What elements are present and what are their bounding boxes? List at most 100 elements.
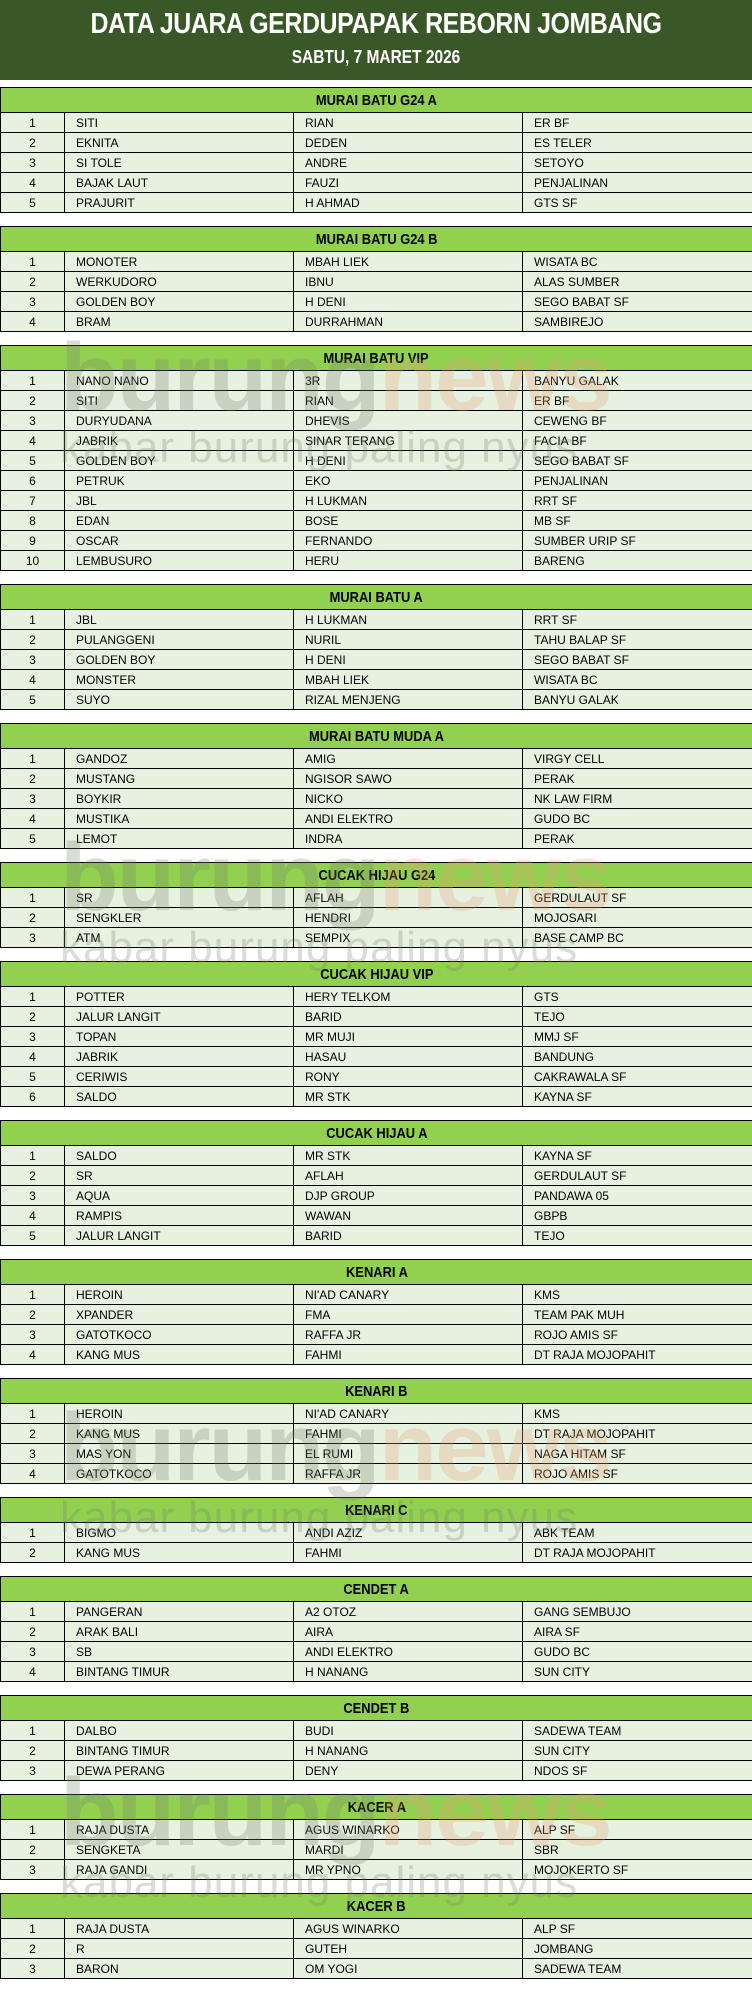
rank-cell: 3	[1, 1761, 65, 1781]
team-cell: WISATA BC	[523, 670, 752, 690]
bird-name-cell: GATOTKOCO	[65, 1464, 294, 1484]
section-title: CENDET B	[1, 1696, 752, 1721]
owner-cell: DENY	[294, 1761, 523, 1781]
owner-cell: SINAR TERANG	[294, 431, 523, 451]
bird-name-cell: MONOTER	[65, 252, 294, 272]
section-title: CENDET A	[1, 1577, 752, 1602]
team-cell: WISATA BC	[523, 252, 752, 272]
team-cell: ROJO AMIS SF	[523, 1464, 752, 1484]
rank-cell: 3	[1, 928, 65, 948]
section-title: KACER B	[1, 1894, 752, 1919]
bird-name-cell: ATM	[65, 928, 294, 948]
team-cell: SBR	[523, 1840, 752, 1860]
owner-cell: NICKO	[294, 789, 523, 809]
team-cell: SUN CITY	[523, 1662, 752, 1682]
team-cell: SADEWA TEAM	[523, 1959, 752, 1979]
owner-cell: AFLAH	[294, 1166, 523, 1186]
team-cell: ALP SF	[523, 1820, 752, 1840]
rank-cell: 1	[1, 113, 65, 133]
team-cell: GANG SEMBUJO	[523, 1602, 752, 1622]
bird-name-cell: BRAM	[65, 312, 294, 332]
bird-name-cell: BIGMO	[65, 1523, 294, 1543]
team-cell: GUDO BC	[523, 809, 752, 829]
team-cell: DT RAJA MOJOPAHIT	[523, 1424, 752, 1444]
owner-cell: MARDI	[294, 1840, 523, 1860]
owner-cell: A2 OTOZ	[294, 1602, 523, 1622]
team-cell: KAYNA SF	[523, 1146, 752, 1166]
rank-cell: 2	[1, 1007, 65, 1027]
section-title-text: MURAI BATU G24 A	[316, 92, 437, 109]
bird-name-cell: MUSTANG	[65, 769, 294, 789]
bird-name-cell: RAJA GANDI	[65, 1860, 294, 1880]
rank-cell: 2	[1, 1622, 65, 1642]
bird-name-cell: GOLDEN BOY	[65, 292, 294, 312]
bird-name-cell: NANO NANO	[65, 371, 294, 391]
section-title-text: KENARI C	[345, 1502, 407, 1519]
rank-cell: 3	[1, 1027, 65, 1047]
owner-cell: FAHMI	[294, 1345, 523, 1365]
rank-cell: 2	[1, 133, 65, 153]
rank-cell: 1	[1, 749, 65, 769]
owner-cell: AIRA	[294, 1622, 523, 1642]
bird-name-cell: OSCAR	[65, 531, 294, 551]
bird-name-cell: BARON	[65, 1959, 294, 1979]
section-title-text: MURAI BATU VIP	[324, 350, 429, 367]
rank-cell: 9	[1, 531, 65, 551]
section-title: KACER A	[1, 1795, 752, 1820]
section-title: CUCAK HIJAU A	[1, 1121, 752, 1146]
section-title: MURAI BATU MUDA A	[1, 724, 752, 749]
bird-name-cell: KANG MUS	[65, 1424, 294, 1444]
owner-cell: H NANANG	[294, 1662, 523, 1682]
team-cell: SADEWA TEAM	[523, 1721, 752, 1741]
owner-cell: OM YOGI	[294, 1959, 523, 1979]
owner-cell: FAHMI	[294, 1543, 523, 1563]
rank-cell: 1	[1, 1404, 65, 1424]
bird-name-cell: SR	[65, 1166, 294, 1186]
bird-name-cell: R	[65, 1939, 294, 1959]
bird-name-cell: RAJA DUSTA	[65, 1919, 294, 1939]
rank-cell: 5	[1, 193, 65, 213]
team-cell: ES TELER	[523, 133, 752, 153]
bird-name-cell: JABRIK	[65, 431, 294, 451]
owner-cell: 3R	[294, 371, 523, 391]
rank-cell: 2	[1, 1840, 65, 1860]
bird-name-cell: SENGKLER	[65, 908, 294, 928]
rank-cell: 2	[1, 1741, 65, 1761]
team-cell: RRT SF	[523, 610, 752, 630]
team-cell: MOJOKERTO SF	[523, 1860, 752, 1880]
bird-name-cell: GATOTKOCO	[65, 1325, 294, 1345]
bird-name-cell: EKNITA	[65, 133, 294, 153]
team-cell: CAKRAWALA SF	[523, 1067, 752, 1087]
team-cell: KMS	[523, 1285, 752, 1305]
bird-name-cell: SALDO	[65, 1087, 294, 1107]
team-cell: GERDULAUT SF	[523, 1166, 752, 1186]
team-cell: BASE CAMP BC	[523, 928, 752, 948]
owner-cell: HERY TELKOM	[294, 987, 523, 1007]
section-title-text: CUCAK HIJAU A	[326, 1125, 427, 1142]
team-cell: JOMBANG	[523, 1939, 752, 1959]
owner-cell: H AHMAD	[294, 193, 523, 213]
bird-name-cell: HEROIN	[65, 1404, 294, 1424]
